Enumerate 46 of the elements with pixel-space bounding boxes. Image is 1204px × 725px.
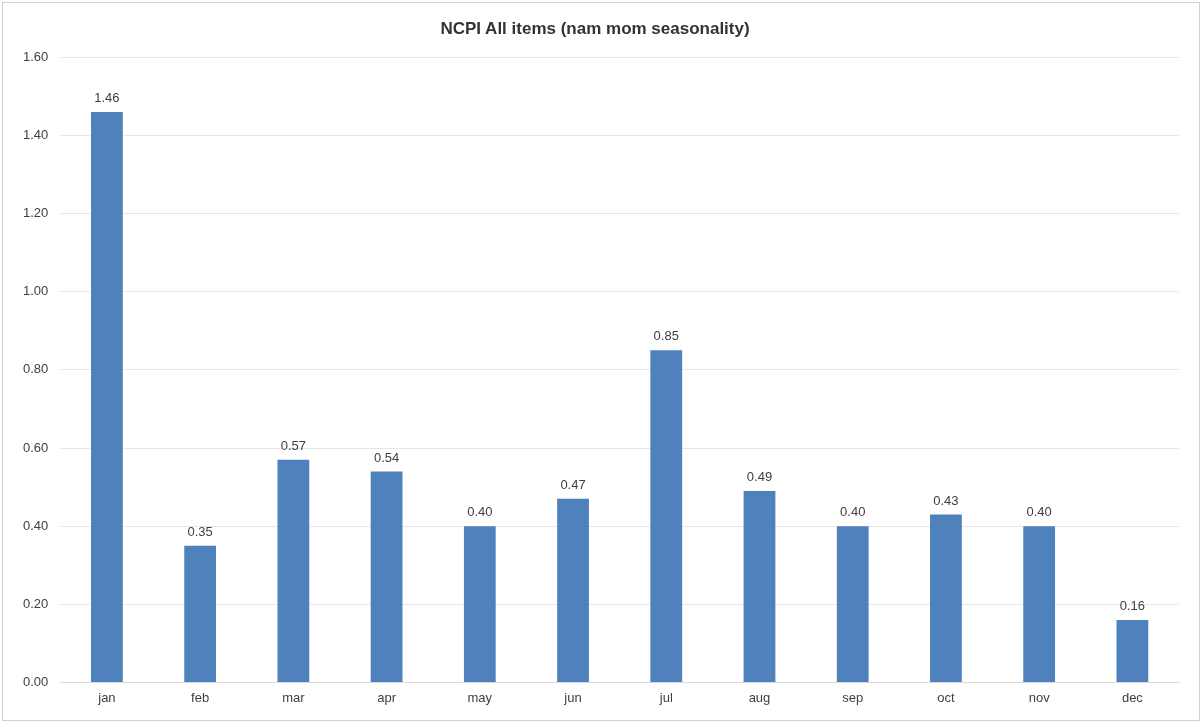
data-label: 0.35 — [187, 523, 213, 539]
data-label: 0.47 — [560, 476, 586, 492]
data-label: 0.49 — [746, 469, 773, 485]
x-tick-label: feb — [191, 689, 210, 705]
bar — [1023, 526, 1056, 682]
y-tick-label: 1.60 — [22, 48, 49, 64]
x-tick-label: jun — [563, 689, 582, 705]
bar — [91, 112, 123, 682]
data-label: 1.46 — [94, 90, 120, 106]
bar — [743, 490, 776, 682]
y-tick-label: 0.40 — [22, 517, 49, 533]
y-tick-label: 1.20 — [22, 205, 49, 221]
x-tick-label: mar — [282, 689, 306, 705]
data-label: 0.54 — [373, 449, 400, 465]
data-label: 0.40 — [467, 504, 493, 520]
data-label: 0.40 — [840, 504, 866, 520]
bar — [370, 471, 403, 682]
y-tick-label: 1.40 — [22, 127, 49, 143]
x-tick-label: apr — [377, 689, 397, 705]
x-tick-label: dec — [1121, 689, 1144, 705]
y-tick-label: 1.00 — [22, 283, 49, 299]
data-label: 0.57 — [280, 437, 307, 453]
bar — [1116, 619, 1149, 682]
x-tick-label: may — [467, 689, 493, 705]
y-tick-label: 0.60 — [22, 439, 49, 455]
x-tick-label: nov — [1028, 689, 1051, 705]
bar — [930, 514, 962, 682]
data-label: 0.43 — [933, 492, 959, 508]
bar — [277, 459, 310, 682]
x-tick-label: aug — [748, 689, 771, 705]
bar — [650, 350, 683, 682]
bar — [557, 498, 589, 682]
x-tick-label: sep — [842, 689, 864, 705]
y-tick-label: 0.80 — [22, 361, 49, 377]
data-label: 0.16 — [1119, 597, 1146, 613]
bar — [836, 526, 869, 682]
chart-title: NCPI All items (nam mom seasonality) — [440, 18, 750, 38]
bar — [184, 545, 217, 682]
x-tick-label: oct — [937, 689, 955, 705]
y-tick-label: 0.20 — [22, 595, 49, 611]
data-label: 0.40 — [1026, 504, 1052, 520]
x-tick-label: jan — [97, 689, 116, 705]
data-label: 0.85 — [653, 328, 679, 344]
x-tick-label: jul — [658, 689, 673, 705]
bar — [463, 526, 496, 682]
y-tick-label: 0.00 — [22, 673, 49, 689]
